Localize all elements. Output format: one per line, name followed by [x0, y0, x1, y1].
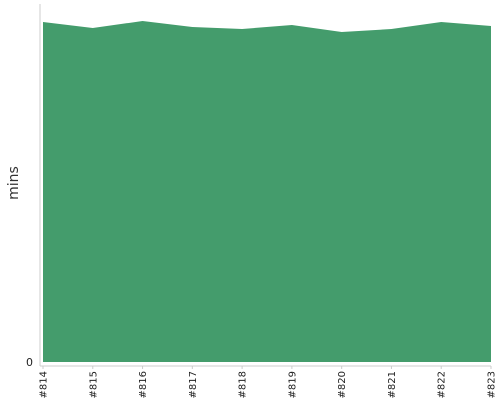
x-tick-label: #814	[39, 371, 50, 398]
plot-area	[43, 21, 491, 362]
area-series	[43, 21, 491, 362]
x-tick-label: #815	[88, 371, 99, 398]
x-tick-label: #816	[138, 371, 149, 398]
y-axis-label: mins	[6, 166, 22, 200]
x-tick-label: #823	[487, 371, 498, 398]
x-tick-label: #819	[287, 371, 298, 398]
x-axis-ticks: #814 #815 #816 #817 #818 #819 #820 #821 #822 #823	[39, 366, 498, 398]
y-tick-label: 0	[26, 356, 33, 369]
y-axis-ticks: 0	[26, 356, 33, 369]
x-tick-label: #822	[437, 371, 448, 398]
x-tick-label: #818	[238, 371, 249, 398]
x-tick-label: #820	[337, 371, 348, 398]
x-tick-label: #821	[387, 371, 398, 398]
x-tick-label: #817	[188, 371, 199, 398]
